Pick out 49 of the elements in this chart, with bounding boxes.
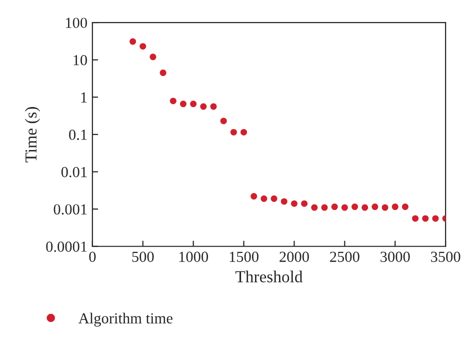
point: [150, 54, 156, 60]
x-tick-label: 3000: [380, 252, 410, 262]
point: [170, 98, 176, 104]
point: [240, 128, 248, 136]
legend-label: Algorithm time: [78, 312, 172, 327]
y-tick-label: 0.1: [69, 130, 87, 140]
x-tick-label: 1000: [179, 252, 208, 262]
y-tick-label: 0.01: [61, 166, 87, 178]
point: [311, 204, 318, 211]
x-tick-label: 3500: [431, 252, 460, 262]
x-tick-label: 500: [132, 252, 154, 262]
point: [180, 100, 186, 108]
point: [140, 43, 146, 50]
point: [331, 204, 338, 210]
point: [200, 103, 207, 110]
point: [250, 193, 258, 200]
point: [230, 128, 237, 136]
point: [280, 198, 288, 205]
point: [362, 204, 368, 211]
point: [402, 204, 408, 210]
point: [432, 215, 439, 222]
point: [160, 70, 166, 76]
point: [290, 200, 298, 207]
point: [210, 103, 217, 110]
point: [341, 204, 348, 211]
y-tick-label: 100: [66, 18, 87, 28]
x-tick-label: 0: [89, 252, 96, 262]
point: [270, 195, 278, 202]
point: [372, 204, 378, 210]
y-tick-label: 0.0001: [46, 242, 87, 252]
point: [321, 204, 328, 211]
point: [220, 118, 227, 124]
point: [382, 204, 388, 211]
y-tick-label: 0.001: [54, 204, 87, 215]
y-tick-label: 10: [74, 55, 87, 66]
x-axis-title: Threshold: [236, 270, 303, 282]
point: [352, 204, 358, 210]
x-tick-label: 2500: [330, 252, 360, 262]
point: [412, 215, 419, 222]
point: [260, 195, 268, 202]
x-tick-label: 2000: [280, 252, 309, 262]
point: [301, 200, 308, 207]
x-tick-label: 1500: [230, 252, 258, 262]
point: [392, 204, 398, 210]
point: [422, 215, 429, 222]
y-tick-label: 1: [81, 92, 87, 102]
point: [130, 38, 136, 45]
point: [190, 100, 197, 108]
y-axis-title: Time (s): [24, 107, 40, 162]
